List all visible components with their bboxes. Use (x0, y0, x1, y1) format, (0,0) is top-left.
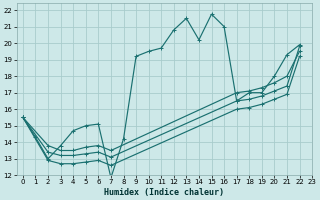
X-axis label: Humidex (Indice chaleur): Humidex (Indice chaleur) (104, 188, 224, 197)
